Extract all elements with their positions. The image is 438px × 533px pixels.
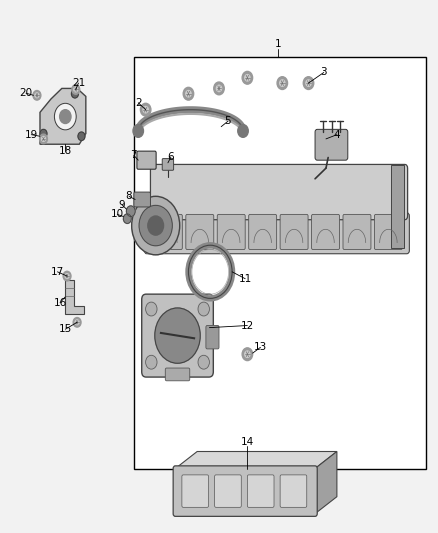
Circle shape [73, 318, 81, 327]
FancyBboxPatch shape [206, 326, 219, 349]
Circle shape [75, 320, 79, 325]
Circle shape [242, 348, 253, 361]
Text: 20: 20 [19, 88, 32, 98]
Circle shape [72, 85, 80, 94]
Circle shape [54, 103, 76, 130]
Circle shape [33, 91, 41, 100]
Circle shape [146, 302, 157, 316]
FancyBboxPatch shape [311, 214, 339, 249]
FancyBboxPatch shape [134, 192, 150, 207]
Text: 3: 3 [321, 68, 327, 77]
Circle shape [216, 85, 222, 92]
Circle shape [124, 214, 131, 223]
Polygon shape [175, 451, 337, 469]
Circle shape [63, 271, 71, 281]
Text: 9: 9 [119, 200, 125, 210]
Circle shape [198, 302, 209, 316]
Circle shape [155, 308, 200, 364]
Circle shape [39, 134, 47, 144]
FancyBboxPatch shape [150, 165, 408, 220]
Circle shape [183, 87, 194, 100]
Circle shape [141, 103, 151, 116]
Text: 18: 18 [59, 146, 72, 156]
Circle shape [139, 205, 172, 246]
FancyBboxPatch shape [173, 466, 317, 516]
Text: 17: 17 [51, 267, 64, 277]
Circle shape [78, 132, 85, 141]
Text: 15: 15 [59, 324, 72, 334]
Circle shape [35, 93, 39, 98]
FancyBboxPatch shape [392, 165, 404, 248]
Polygon shape [65, 280, 84, 314]
Circle shape [143, 107, 148, 113]
FancyBboxPatch shape [280, 214, 308, 249]
FancyBboxPatch shape [215, 475, 241, 507]
Text: 12: 12 [241, 320, 254, 330]
Circle shape [306, 80, 311, 86]
Circle shape [238, 125, 248, 138]
FancyBboxPatch shape [247, 475, 274, 507]
Text: 6: 6 [168, 152, 174, 162]
FancyBboxPatch shape [315, 130, 348, 160]
Circle shape [146, 356, 157, 369]
FancyBboxPatch shape [137, 151, 156, 169]
Text: 5: 5 [224, 116, 231, 126]
Circle shape [214, 82, 224, 95]
Text: 14: 14 [241, 437, 254, 447]
Text: 8: 8 [126, 191, 132, 201]
Circle shape [280, 80, 285, 86]
Circle shape [60, 110, 71, 124]
Text: 13: 13 [254, 342, 267, 352]
Circle shape [148, 216, 163, 235]
Circle shape [277, 77, 288, 90]
FancyBboxPatch shape [162, 159, 173, 170]
Text: 1: 1 [275, 39, 281, 49]
Circle shape [127, 206, 135, 216]
Circle shape [42, 136, 46, 141]
Polygon shape [315, 451, 337, 514]
Text: 19: 19 [25, 130, 38, 140]
Circle shape [245, 75, 250, 81]
Circle shape [242, 71, 253, 84]
FancyBboxPatch shape [165, 368, 190, 381]
Text: 7: 7 [131, 150, 137, 160]
Circle shape [186, 91, 191, 97]
Circle shape [303, 77, 314, 90]
FancyBboxPatch shape [249, 214, 277, 249]
Circle shape [71, 90, 78, 98]
FancyBboxPatch shape [145, 213, 410, 254]
Text: 11: 11 [239, 274, 252, 284]
FancyBboxPatch shape [280, 475, 307, 507]
Circle shape [198, 356, 209, 369]
Text: 4: 4 [334, 130, 340, 140]
Circle shape [133, 125, 144, 138]
FancyBboxPatch shape [182, 475, 208, 507]
Text: 2: 2 [135, 98, 141, 108]
FancyBboxPatch shape [154, 214, 182, 249]
Text: 10: 10 [111, 209, 124, 220]
Text: 16: 16 [53, 297, 67, 308]
Bar [134, 56, 426, 469]
Polygon shape [40, 88, 86, 144]
Circle shape [40, 130, 47, 138]
Circle shape [245, 351, 250, 358]
FancyBboxPatch shape [343, 214, 371, 249]
FancyBboxPatch shape [186, 214, 214, 249]
Circle shape [65, 273, 69, 278]
FancyBboxPatch shape [142, 294, 213, 377]
Circle shape [132, 196, 180, 255]
FancyBboxPatch shape [374, 214, 403, 249]
Circle shape [74, 87, 78, 92]
FancyBboxPatch shape [217, 214, 245, 249]
Text: 21: 21 [72, 78, 85, 88]
